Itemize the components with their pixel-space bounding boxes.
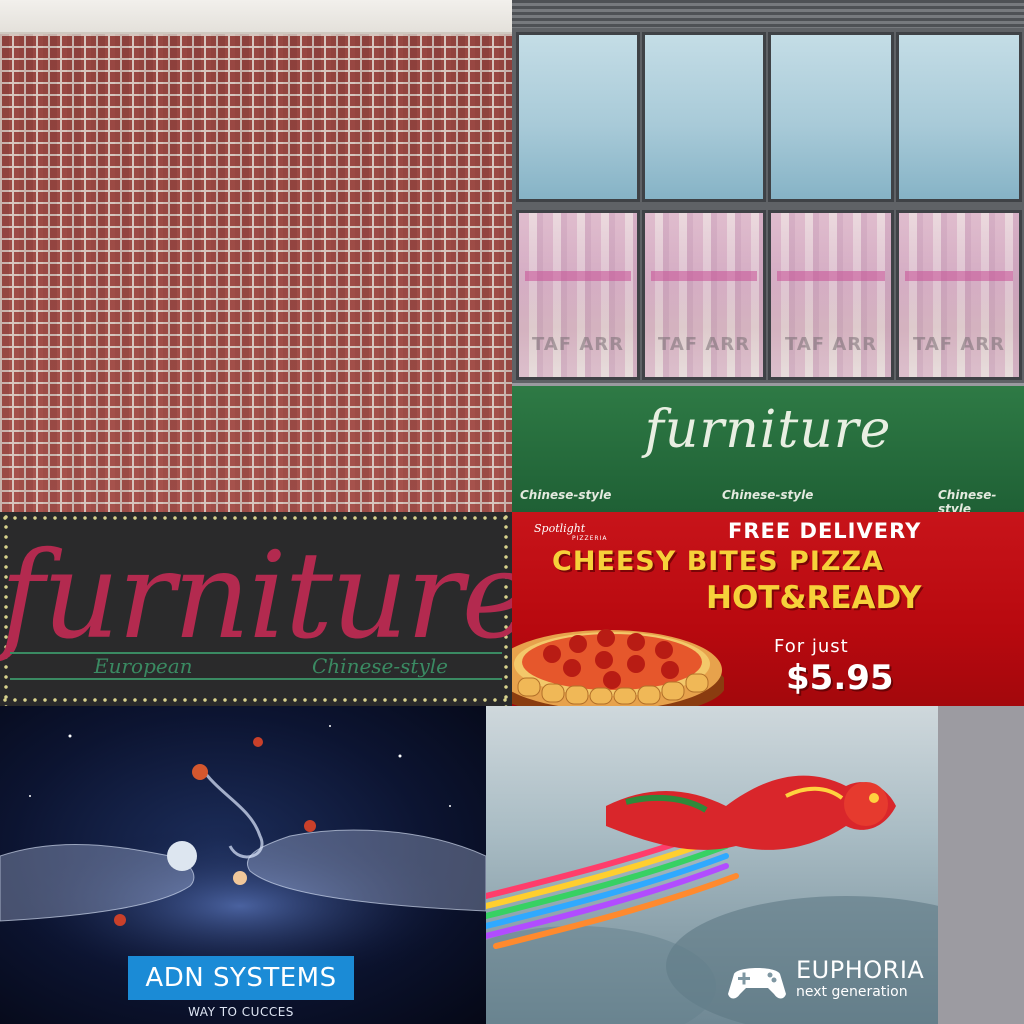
adn-title: ADN SYSTEMS [145, 963, 337, 993]
dark-sign-right-subtitle: Chinese-style [312, 654, 448, 678]
euphoria-subtitle: next generation [796, 984, 908, 1000]
green-sign-subtitle: Chinese-style [722, 488, 814, 502]
pizza-price: $5.95 [786, 658, 894, 698]
marquee-lights-right [502, 512, 510, 706]
adn-title-box: ADN SYSTEMS [128, 956, 354, 1000]
window-pane-upper-2 [642, 32, 766, 202]
pizza-headline: FREE DELIVERY [728, 519, 922, 543]
shop-window-text: TAF ARR [657, 334, 751, 355]
adn-tagline: WAY TO CUCCES [188, 1005, 294, 1019]
brick-wall-shading [0, 34, 512, 512]
window-pane-upper-1 [516, 32, 640, 202]
window-pane-shop-2: TAF ARR [642, 210, 766, 380]
pizzeria-logo-text: Spotlight [534, 522, 586, 535]
pizza-product-name: CHEESY BITES PIZZA [552, 546, 884, 577]
green-sign-subtitle: Chinese-style [520, 488, 612, 502]
window-pane-upper-3 [768, 32, 894, 202]
euphoria-billboard: EUPHORIA next generation [486, 706, 938, 1024]
window-pane-shop-4: TAF ARR [896, 210, 1022, 380]
adn-systems-billboard: ADN SYSTEMS WAY TO CUCCES [0, 706, 486, 1024]
pizza-price-prefix: For just [774, 636, 849, 657]
dark-sign-title: furniture [0, 527, 533, 666]
empty-texture-area [938, 706, 1024, 1024]
pizza-billboard: Spotlight PIZZERIA FREE DELIVERY CHEESY … [512, 512, 1024, 706]
window-pane-shop-3: TAF ARR [768, 210, 894, 380]
marquee-lights-top [0, 514, 512, 522]
marquee-lights-bottom [0, 696, 512, 704]
divider-line [10, 652, 502, 654]
euphoria-title: EUPHORIA [796, 956, 925, 984]
shop-window-text: TAF ARR [531, 334, 625, 355]
window-pane-upper-4 [896, 32, 1022, 202]
pizza-image [512, 629, 724, 706]
window-pane-shop-1: TAF ARR [516, 210, 640, 380]
shop-window-text: TAF ARR [912, 334, 1006, 355]
pizzeria-logo-subtext: PIZZERIA [572, 535, 608, 542]
divider-line [10, 678, 502, 680]
dark-sign-left-subtitle: European [94, 654, 193, 678]
gamepad-icon [728, 968, 786, 999]
window-top-frame [512, 0, 1024, 28]
crystal-hands-artwork [0, 725, 486, 986]
pizza-tagline: HOT&READY [706, 580, 922, 616]
brick-wall-texture [0, 34, 512, 512]
dark-furniture-sign: furniture European Chinese-style [0, 512, 533, 706]
marquee-lights-left [2, 512, 10, 706]
green-furniture-sign: furniture Chinese-style Chinese-style Ch… [512, 386, 1024, 516]
storefront-windows: TAF ARR TAF ARR TAF ARR TAF ARR [512, 0, 1024, 383]
wall-cornice [0, 0, 512, 34]
shop-window-text: TAF ARR [784, 334, 878, 355]
green-sign-title: furniture [644, 400, 892, 460]
